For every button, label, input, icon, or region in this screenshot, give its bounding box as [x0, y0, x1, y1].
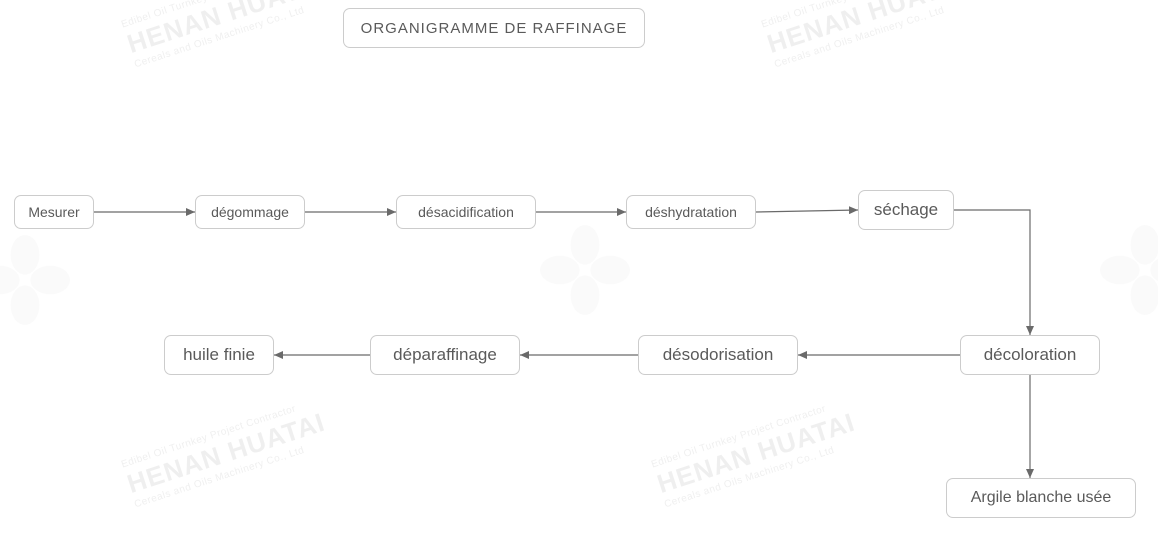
flowchart-node-argile: Argile blanche usée: [946, 478, 1136, 518]
flowchart-node-deparaffinage: déparaffinage: [370, 335, 520, 375]
watermark-clover-icon: [540, 225, 630, 315]
flowchart-edges: [0, 0, 1158, 547]
watermark-text: Edibel Oil Turnkey Project ContractorHEN…: [120, 0, 332, 70]
flowchart-node-mesurer: Mesurer: [14, 195, 94, 229]
flowchart-title: ORGANIGRAMME DE RAFFINAGE: [343, 8, 645, 48]
flowchart-node-desacidification: désacidification: [396, 195, 536, 229]
watermark-clover-icon: [1100, 225, 1158, 315]
watermark-clover-icon: [0, 235, 70, 325]
watermark-text: Edibel Oil Turnkey Project ContractorHEN…: [120, 396, 332, 510]
flowchart-node-degommage: dégommage: [195, 195, 305, 229]
watermark-text: Edibel Oil Turnkey Project ContractorHEN…: [650, 396, 862, 510]
flowchart-node-huile_finie: huile finie: [164, 335, 274, 375]
flowchart-node-desodorisation: désodorisation: [638, 335, 798, 375]
flowchart-edge-deshydratation-sechage: [756, 210, 858, 212]
flowchart-node-decoloration: décoloration: [960, 335, 1100, 375]
flowchart-node-deshydratation: déshydratation: [626, 195, 756, 229]
flowchart-node-sechage: séchage: [858, 190, 954, 230]
watermark-text: Edibel Oil Turnkey Project ContractorHEN…: [760, 0, 972, 70]
flowchart-edge-sechage-decoloration: [954, 210, 1030, 335]
